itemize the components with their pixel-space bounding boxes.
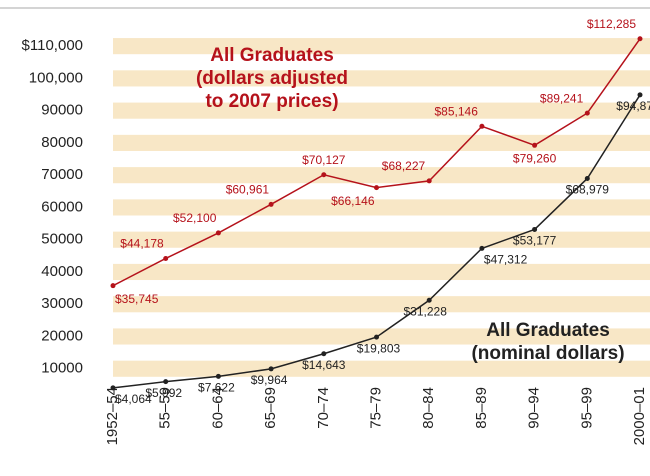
grid-band	[113, 38, 650, 55]
data-label: $79,260	[513, 151, 557, 165]
data-point	[584, 175, 590, 181]
data-label: $7,622	[198, 381, 235, 395]
y-tick-label: 40000	[41, 263, 83, 280]
data-point	[479, 245, 485, 251]
grid-band	[113, 102, 650, 119]
data-label: $89,241	[540, 91, 584, 105]
data-label: $52,100	[173, 211, 217, 225]
data-point	[215, 373, 221, 379]
data-label: $60,961	[226, 183, 270, 197]
data-point	[268, 366, 274, 372]
data-point	[110, 283, 116, 289]
data-label: $85,146	[435, 104, 479, 118]
x-tick-label: 60–64	[209, 387, 226, 429]
data-point	[637, 36, 643, 42]
data-label: $14,643	[302, 358, 346, 372]
data-label: $66,146	[331, 194, 375, 208]
data-point	[374, 185, 379, 191]
x-tick-label: 75–79	[367, 387, 384, 429]
data-label: $31,228	[404, 304, 448, 318]
x-tick-label: 95–99	[578, 387, 595, 429]
annotation: (nominal dollars)	[471, 343, 624, 364]
data-point	[163, 379, 169, 385]
data-point	[426, 178, 432, 184]
x-tick-label: 85–89	[473, 387, 490, 429]
x-tick-label: 65–69	[262, 387, 279, 429]
x-tick-label: 70–74	[315, 387, 332, 429]
data-point	[637, 92, 643, 98]
y-tick-label: 90000	[41, 102, 83, 119]
y-tick-label: 60000	[41, 198, 83, 215]
data-point	[374, 334, 379, 340]
y-tick-label: $110,000	[22, 37, 83, 54]
x-tick-label: 2000–01	[631, 387, 648, 445]
y-tick-label: 10000	[41, 360, 83, 377]
grid-band	[113, 328, 650, 345]
data-label: $68,979	[566, 183, 610, 197]
data-label: $44,178	[120, 237, 164, 251]
data-point	[321, 351, 327, 357]
y-tick-label: 50000	[41, 231, 83, 248]
annotation: to 2007 prices)	[205, 91, 338, 112]
data-label: $68,227	[382, 159, 426, 173]
y-tick-label: 30000	[41, 295, 83, 312]
grid-band	[113, 134, 650, 151]
data-label: $53,177	[513, 234, 557, 248]
data-point	[215, 230, 221, 236]
data-label: $112,285	[587, 17, 636, 31]
data-point	[321, 172, 327, 178]
x-tick-label: 80–84	[420, 387, 437, 429]
data-point	[532, 142, 538, 148]
grid-band	[113, 263, 650, 281]
data-label: $4,064	[115, 392, 152, 406]
data-point	[584, 110, 590, 116]
x-tick-label: 1952–54	[104, 387, 121, 445]
grid-band	[113, 199, 650, 216]
data-point	[532, 226, 538, 232]
x-tick-label: 90–94	[526, 387, 543, 429]
data-label: $47,312	[484, 253, 528, 267]
y-tick-label: 100,000	[29, 69, 83, 86]
data-label: $19,803	[357, 341, 401, 355]
data-point	[426, 297, 432, 303]
data-point	[110, 385, 116, 391]
grid-band	[113, 70, 650, 87]
grid-band	[113, 296, 650, 313]
annotation: All Graduates	[486, 320, 610, 341]
data-label: $70,127	[302, 153, 346, 167]
data-label: $35,745	[115, 292, 159, 306]
grid-band	[113, 167, 650, 184]
y-tick-label: 20000	[41, 327, 83, 344]
data-label: $94,878	[616, 99, 650, 113]
data-label: $5,992	[145, 386, 182, 400]
data-label: $9,964	[251, 373, 288, 387]
annotation: (dollars adjusted	[196, 68, 348, 89]
x-tick-label: 55–59	[157, 387, 174, 429]
data-point	[479, 123, 485, 129]
data-point	[268, 201, 274, 207]
annotation: All Graduates	[210, 45, 334, 66]
data-point	[163, 255, 169, 261]
y-tick-label: 80000	[41, 134, 83, 151]
y-tick-label: 70000	[41, 166, 83, 183]
